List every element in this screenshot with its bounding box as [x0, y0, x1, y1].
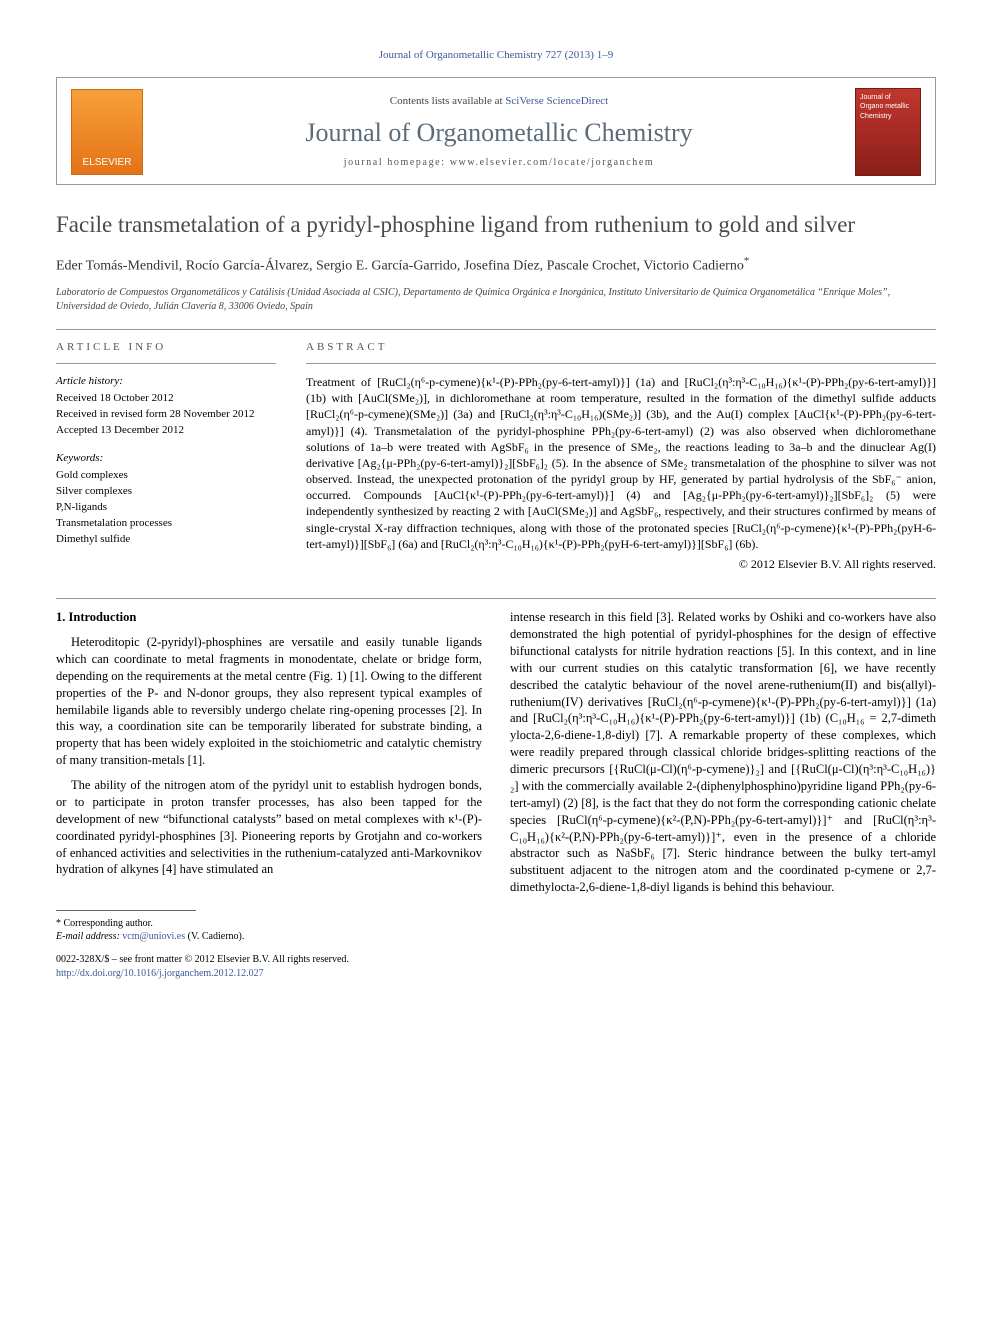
footnote-rule: [56, 910, 196, 911]
corresponding-author-note: * Corresponding author.: [56, 917, 936, 930]
keywords-label: Keywords:: [56, 451, 276, 466]
elsevier-logo: ELSEVIER: [71, 89, 143, 175]
keyword-item: Silver complexes: [56, 484, 276, 499]
body-paragraph: Heteroditopic (2-pyridyl)-phosphines are…: [56, 634, 482, 769]
article-title: Facile transmetalation of a pyridyl-phos…: [56, 211, 936, 240]
keyword-item: Transmetalation processes: [56, 516, 276, 531]
section-heading: 1. Introduction: [56, 609, 482, 626]
journal-cover-thumb: Journal of Organo metallic Chemistry: [855, 88, 921, 176]
keywords-list: Gold complexes Silver complexes P,N-liga…: [56, 468, 276, 546]
body-paragraph: The ability of the nitrogen atom of the …: [56, 777, 482, 878]
running-head: Journal of Organometallic Chemistry 727 …: [56, 48, 936, 63]
history-revised: Received in revised form 28 November 201…: [56, 407, 276, 422]
issn-line: 0022-328X/$ – see front matter © 2012 El…: [56, 953, 936, 967]
article-info-column: article info Article history: Received 1…: [56, 340, 276, 572]
email-label: E-mail address:: [56, 931, 122, 942]
homepage-label: journal homepage:: [344, 157, 450, 168]
contents-prefix: Contents lists available at: [390, 95, 505, 107]
affiliation: Laboratorio de Compuestos Organometálico…: [56, 286, 936, 313]
contents-available-line: Contents lists available at SciVerse Sci…: [390, 94, 608, 109]
author-list: Eder Tomás-Mendivil, Rocío García-Álvare…: [56, 254, 936, 277]
journal-masthead: ELSEVIER Contents lists available at Sci…: [56, 77, 936, 185]
journal-homepage-line: journal homepage: www.elsevier.com/locat…: [344, 156, 655, 170]
rule-below-abs: [56, 598, 936, 599]
corresponding-mark: *: [744, 255, 750, 267]
email-tail: (V. Cadierno).: [185, 931, 244, 942]
abstract-copyright: © 2012 Elsevier B.V. All rights reserved…: [306, 556, 936, 572]
keyword-item: Dimethyl sulfide: [56, 532, 276, 547]
sciencedirect-link[interactable]: SciVerse ScienceDirect: [505, 95, 608, 107]
history-received: Received 18 October 2012: [56, 391, 276, 406]
email-line: E-mail address: vcm@uniovi.es (V. Cadier…: [56, 930, 936, 943]
footnotes: * Corresponding author. E-mail address: …: [56, 917, 936, 943]
page: Journal of Organometallic Chemistry 727 …: [0, 0, 992, 1012]
keyword-item: P,N-ligands: [56, 500, 276, 515]
history-lines: Received 18 October 2012 Received in rev…: [56, 391, 276, 438]
journal-name: Journal of Organometallic Chemistry: [305, 115, 692, 150]
rule-info: [56, 363, 276, 364]
rule-top: [56, 329, 936, 330]
history-label: Article history:: [56, 374, 276, 389]
masthead-center: Contents lists available at SciVerse Sci…: [157, 94, 841, 169]
email-link[interactable]: vcm@uniovi.es: [122, 931, 185, 942]
bottom-meta: 0022-328X/$ – see front matter © 2012 El…: [56, 953, 936, 980]
rule-abs: [306, 363, 936, 364]
cover-thumb-title: Journal of Organo metallic Chemistry: [860, 93, 916, 121]
abstract-text: Treatment of [RuCl₂(η⁶-p-cymene){κ¹-(P)-…: [306, 374, 936, 552]
history-accepted: Accepted 13 December 2012: [56, 423, 276, 438]
abstract-column: abstract Treatment of [RuCl₂(η⁶-p-cymene…: [306, 340, 936, 572]
abstract-heading: abstract: [306, 340, 936, 355]
body-two-column: 1. Introduction Heteroditopic (2-pyridyl…: [56, 609, 936, 896]
authors-text: Eder Tomás-Mendivil, Rocío García-Álvare…: [56, 258, 744, 273]
body-paragraph: intense research in this field [3]. Rela…: [510, 609, 936, 896]
info-abstract-row: article info Article history: Received 1…: [56, 340, 936, 572]
doi-link[interactable]: http://dx.doi.org/10.1016/j.jorganchem.2…: [56, 968, 264, 979]
homepage-url[interactable]: www.elsevier.com/locate/jorganchem: [450, 157, 655, 168]
keyword-item: Gold complexes: [56, 468, 276, 483]
article-info-heading: article info: [56, 340, 276, 355]
